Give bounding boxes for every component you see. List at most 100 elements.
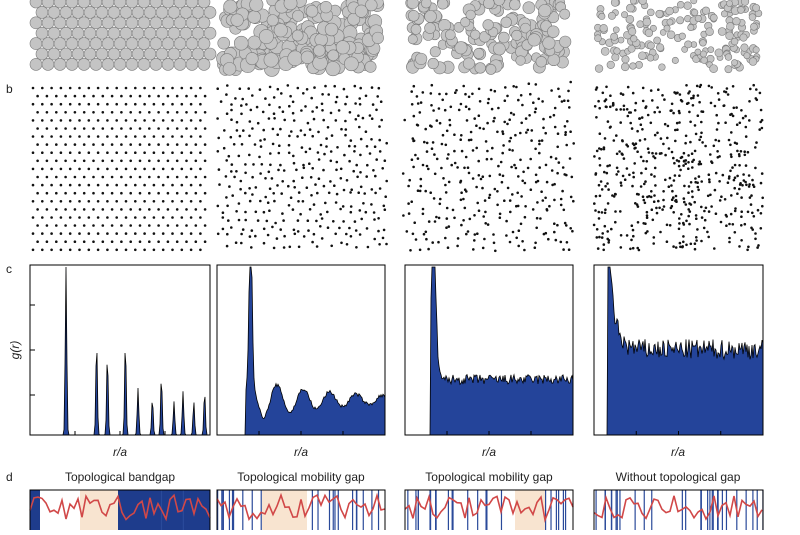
dot <box>353 220 357 223</box>
dot <box>185 224 188 227</box>
dot <box>700 216 704 219</box>
dot <box>481 246 485 250</box>
disc <box>371 31 384 44</box>
dot <box>254 234 257 238</box>
dot <box>222 146 226 150</box>
dot <box>754 232 757 235</box>
dot <box>276 184 279 187</box>
disc <box>223 0 238 14</box>
dot <box>736 192 739 195</box>
dot <box>655 206 658 210</box>
dot <box>92 175 95 179</box>
disc <box>511 29 523 41</box>
dot <box>230 103 233 106</box>
dot <box>245 103 248 106</box>
dot <box>437 240 440 244</box>
dot <box>606 230 609 233</box>
dot <box>175 159 179 163</box>
dot <box>744 135 748 138</box>
dot <box>120 175 123 179</box>
dot <box>36 240 39 243</box>
disc <box>137 16 151 30</box>
dot <box>148 191 151 195</box>
dot <box>532 101 535 104</box>
dot <box>64 208 67 211</box>
dot <box>598 157 601 160</box>
disc <box>143 26 157 40</box>
dot <box>429 124 432 127</box>
dot <box>427 220 431 223</box>
disc <box>41 16 55 30</box>
dot <box>722 104 725 108</box>
dot <box>194 94 198 98</box>
dot <box>473 233 477 236</box>
dot <box>290 130 293 133</box>
dot <box>92 94 95 98</box>
dot <box>691 104 695 107</box>
dot <box>486 149 489 153</box>
disc <box>483 0 495 10</box>
dot <box>630 238 633 242</box>
dot <box>501 130 504 133</box>
dot <box>115 102 118 106</box>
dot <box>381 236 385 240</box>
dot <box>444 183 447 187</box>
dot <box>646 147 650 150</box>
dot <box>185 240 188 243</box>
dot <box>655 211 659 215</box>
dot <box>695 236 698 239</box>
dot <box>696 185 700 189</box>
dot <box>598 132 602 135</box>
dot <box>36 159 39 163</box>
dot <box>55 143 58 146</box>
dot <box>258 155 261 159</box>
dot <box>715 128 719 131</box>
dot <box>675 121 679 125</box>
dot <box>416 124 420 127</box>
dot <box>689 140 692 144</box>
dot <box>439 197 442 201</box>
disc <box>646 54 655 62</box>
dot <box>653 133 657 137</box>
dot <box>614 210 617 213</box>
dot <box>73 159 77 163</box>
dot <box>674 246 678 249</box>
dot <box>738 121 742 125</box>
dot <box>240 241 243 245</box>
dot <box>653 110 656 114</box>
dot <box>175 224 179 227</box>
dot <box>64 240 67 243</box>
dot <box>757 244 760 247</box>
dot <box>606 202 610 205</box>
dot <box>496 203 499 207</box>
disc <box>101 37 115 50</box>
disc <box>29 16 43 30</box>
dot <box>362 202 365 205</box>
disc <box>65 37 79 50</box>
dot <box>606 182 609 185</box>
disc <box>197 0 211 9</box>
dot <box>605 85 608 89</box>
dot <box>666 136 669 140</box>
dot <box>679 168 682 172</box>
dot <box>203 143 207 146</box>
dot <box>489 88 493 92</box>
disc <box>203 26 217 40</box>
dot <box>110 94 114 98</box>
dot <box>230 226 233 229</box>
dot <box>250 246 253 249</box>
dot <box>407 212 411 215</box>
disc <box>630 35 638 43</box>
dot <box>124 216 128 219</box>
dot <box>564 133 567 136</box>
dot <box>527 82 531 85</box>
dot <box>521 179 524 183</box>
dot <box>477 87 481 91</box>
dot <box>730 112 733 116</box>
dot <box>484 222 488 225</box>
dot <box>129 224 132 227</box>
dot <box>143 135 146 138</box>
dot <box>64 127 67 130</box>
dot <box>199 135 202 138</box>
dot <box>180 135 184 138</box>
